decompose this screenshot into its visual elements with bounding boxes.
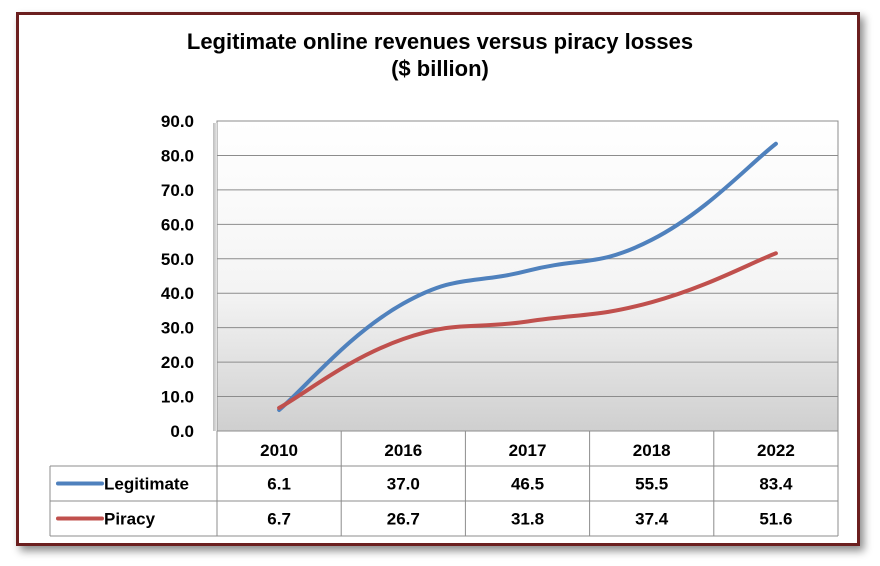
data-label: 46.5 — [511, 475, 544, 494]
x-category-label: 2010 — [260, 441, 298, 460]
data-label: 31.8 — [511, 510, 544, 529]
plot-side-wall — [213, 123, 217, 431]
y-tick-label: 50.0 — [161, 250, 194, 269]
y-tick-label: 0.0 — [170, 422, 194, 441]
y-tick-label: 80.0 — [161, 146, 194, 165]
legend-label-legitimate: Legitimate — [104, 475, 189, 494]
data-label: 51.6 — [759, 510, 792, 529]
y-tick-label: 90.0 — [161, 112, 194, 131]
y-tick-label: 10.0 — [161, 388, 194, 407]
data-label: 6.1 — [267, 475, 291, 494]
y-tick-label: 70.0 — [161, 181, 194, 200]
y-tick-label: 60.0 — [161, 215, 194, 234]
y-tick-label: 30.0 — [161, 319, 194, 338]
data-label: 55.5 — [635, 475, 668, 494]
plot-wall — [216, 120, 839, 432]
data-table: 2010 2016 2017 2018 2022 Legitimate 6.1 37.0 46.… — [49, 430, 839, 537]
data-label: 37.0 — [387, 475, 420, 494]
data-label: 37.4 — [635, 510, 669, 529]
chart-title-line2: ($ billion) — [391, 56, 489, 81]
x-category-label: 2016 — [384, 441, 422, 460]
x-category-label: 2018 — [633, 441, 671, 460]
x-category-label: 2022 — [757, 441, 795, 460]
data-label: 83.4 — [759, 475, 793, 494]
series-lines — [277, 141, 778, 412]
series-line-legitimate — [277, 141, 778, 412]
y-tick-label: 40.0 — [161, 284, 194, 303]
y-tick-label: 20.0 — [161, 353, 194, 372]
gridlines — [217, 120, 838, 398]
chart-title-line1: Legitimate online revenues versus piracy… — [186, 29, 694, 54]
y-axis-ticks: 0.0 10.0 20.0 30.0 40.0 50.0 60.0 70.0 80.0 90.0 — [161, 112, 194, 441]
data-label: 26.7 — [387, 510, 420, 529]
series-line-piracy — [277, 251, 778, 410]
legend-label-piracy: Piracy — [104, 510, 156, 529]
x-category-label: 2017 — [509, 441, 547, 460]
chart-title: Legitimate online revenues versus piracy… — [0, 28, 880, 82]
data-label: 6.7 — [267, 510, 291, 529]
